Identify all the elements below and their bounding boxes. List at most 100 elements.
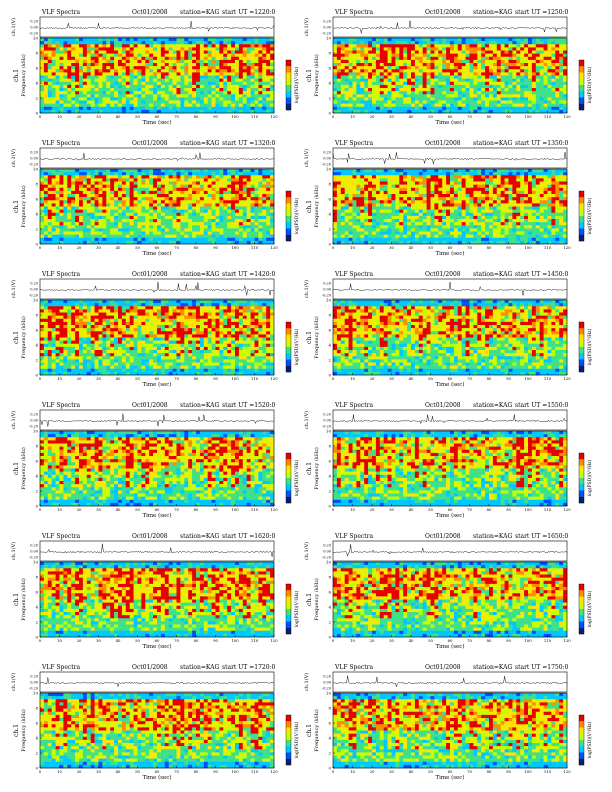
spectrogram-cell [102,187,107,192]
spectrogram-cell [333,240,338,245]
spectrogram-cell [528,72,533,76]
spectrogram-cell [168,69,173,73]
spectrogram-cell [391,206,396,210]
spectrogram-cell [235,234,240,239]
spectrogram-cell [372,69,377,73]
spectrogram-cell [75,50,80,54]
spectrogram-cell [360,78,365,83]
spectrogram-cell [453,59,459,64]
spectrogram-cell [215,200,220,204]
spectrogram-cell [71,50,76,54]
spectrogram-cell [414,56,420,61]
spectrogram-cell [340,231,345,235]
spectrogram-cell [40,219,45,223]
spectrogram-cell [55,194,60,198]
spectrogram-cell [336,194,342,198]
spectrogram-cell [153,206,158,210]
spectrogram-cell [98,175,103,179]
spectrogram-cell [63,197,68,201]
spectrogram-cell [375,169,381,173]
spectrogram-cell [51,228,56,232]
spectrogram-cell [512,106,517,111]
spectrogram-cell [395,88,400,92]
spectrogram-cell [375,72,381,76]
spectrogram-cell [270,38,275,42]
spectrogram-cell [356,190,361,195]
spectrogram-cell [453,53,459,58]
spectrogram-cell [352,44,357,48]
spectrogram-cell [254,215,259,220]
spectrogram-cell [442,69,447,73]
spectrogram-cell [211,172,216,176]
spectrogram-cell [270,212,275,217]
spectrogram-cell [348,53,353,58]
spectrogram-cell [340,194,345,198]
spectrogram-cell [75,240,80,245]
spectrogram-cell [235,181,240,185]
spectrogram-cell [90,69,95,73]
spectrogram-cell [254,69,259,73]
spectrogram-cell [176,184,181,189]
spectrogram-cell [203,75,208,79]
spectrogram-cell [489,91,494,95]
spectrogram-cell [414,53,420,58]
spectrogram-cell [418,41,423,45]
spectrogram-cell [461,109,466,114]
spectrogram-cell [94,59,99,64]
spectrogram-cell [207,197,212,201]
spectrogram-cell [360,75,365,79]
spectrogram-cell [180,190,185,195]
waveform-tick-label: 0.00 [323,26,331,30]
waveform-frame [332,147,568,169]
spectrogram-cell [75,234,80,239]
spectrogram-cell [164,69,169,73]
spectrogram-cell [114,91,119,95]
spectrogram-cell [496,88,501,92]
spectrogram-cell [199,88,205,92]
spectrogram-cell [219,72,224,76]
spectrogram-cell [368,91,373,95]
spectrogram-cell [465,59,470,64]
spectrogram-cell [145,97,150,101]
spectrogram-cell [79,59,84,64]
spectrogram-cell [164,222,169,226]
spectrogram-cell [238,59,244,64]
spectrogram-cell [231,200,236,204]
spectrogram-cell [340,237,345,242]
spectrogram-cell [47,56,52,61]
spectrogram-cell [238,200,244,204]
spectrogram-cell [446,91,451,95]
spectrogram-cell [266,175,271,179]
spectrogram-cell [360,100,365,104]
spectrogram-cell [238,215,244,220]
spectrogram-cell [555,106,560,111]
spectrogram-cell [118,56,123,61]
spectrogram-cell [391,212,396,217]
spectrogram-cell [215,63,220,67]
spectrogram-cell [180,97,185,101]
spectrogram-cell [121,53,127,58]
spectrogram-cell [387,59,392,64]
spectrogram-cell [184,231,189,235]
spectrogram-cell [188,109,193,114]
spectrogram-cell [75,203,80,207]
spectrogram-cell [199,103,205,108]
spectrogram-cell [196,184,201,189]
spectrogram-cell [40,44,45,48]
spectrogram-cell [43,231,49,235]
spectrogram-cell [188,172,193,176]
spectrogram-cell [238,109,244,114]
spectrogram-cell [559,66,564,70]
spectrogram-cell [43,38,49,42]
spectrogram-cell [219,91,224,95]
spectrogram-cell [372,184,377,189]
colorbar-segment [286,78,291,86]
spectrogram-cell [145,197,150,201]
spectrogram-cell [106,209,111,214]
time-tick-label: 70 [467,114,472,119]
spectrogram-cell [399,228,404,232]
spectrogram-cell [153,194,158,198]
spectrogram-cell [465,97,470,101]
spectrogram-cell [43,63,49,67]
spectrogram-cell [348,228,353,232]
